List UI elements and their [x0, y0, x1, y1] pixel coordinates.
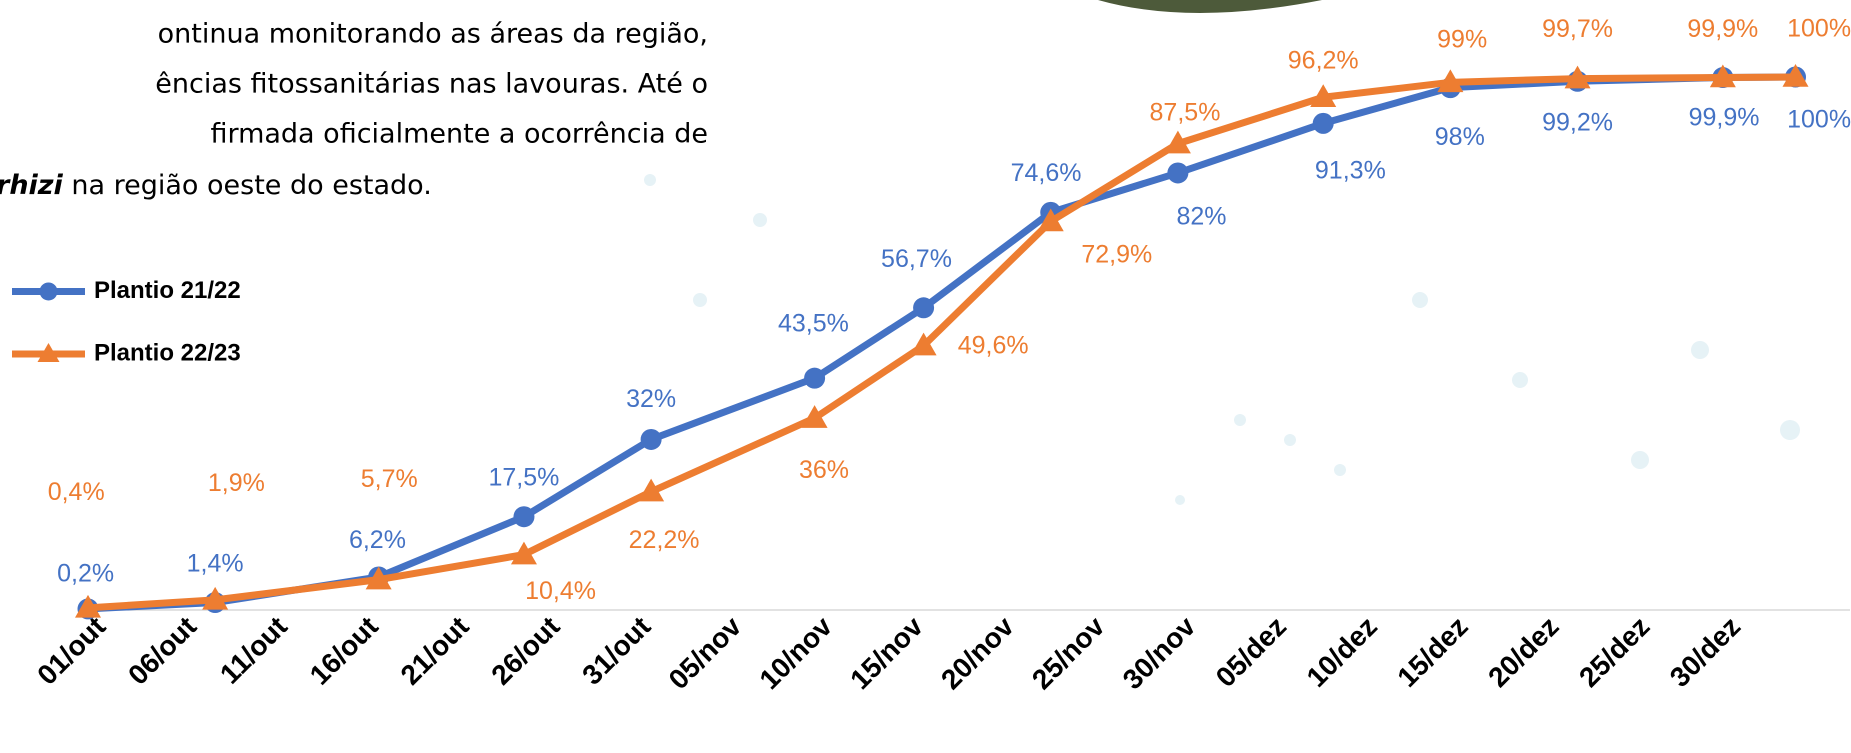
paragraph-line: ontinua monitorando as áreas da região, [158, 19, 708, 50]
x-tick-label: 01/out [31, 611, 111, 691]
value-label: 91,3% [1315, 156, 1386, 184]
series-line [88, 77, 1796, 609]
x-tick-label: 16/out [304, 611, 384, 691]
value-label: 32% [626, 385, 676, 413]
value-label: 56,7% [881, 245, 952, 273]
legend-label: Plantio 22/23 [94, 339, 241, 366]
value-label: 99,7% [1542, 15, 1613, 43]
legend-marker [40, 282, 58, 300]
value-label: 96,2% [1288, 46, 1359, 74]
point [641, 429, 662, 450]
x-tick-label: 15/nov [844, 610, 929, 695]
x-tick-label: 05/nov [663, 610, 748, 695]
value-label: 99,9% [1689, 103, 1760, 131]
value-label: 82% [1176, 202, 1226, 230]
chart: ontinua monitorando as áreas da região, … [0, 0, 1851, 753]
x-tick-label: 15/dez [1391, 611, 1473, 693]
value-label: 0,4% [48, 478, 105, 506]
value-label: 72,9% [1081, 240, 1152, 268]
value-label: 100% [1787, 105, 1851, 133]
x-tick-label: 20/dez [1482, 611, 1564, 693]
x-tick-label: 10/dez [1301, 611, 1383, 693]
series-line [88, 77, 1796, 608]
point [804, 368, 825, 389]
value-label: 99,2% [1542, 108, 1613, 136]
x-tick-label: 06/out [122, 611, 202, 691]
x-tick-label: 30/nov [1117, 610, 1202, 695]
paragraph-line: rhizi na região oeste do estado. [0, 170, 432, 201]
photo-fragment [1098, 0, 1322, 13]
x-tick-label: 05/dez [1210, 611, 1292, 693]
value-label: 87,5% [1150, 99, 1221, 127]
value-label: 10,4% [525, 577, 596, 605]
value-label: 0,2% [57, 559, 114, 587]
paragraph: ontinua monitorando as áreas da região, … [0, 19, 708, 201]
point [1167, 162, 1188, 183]
paragraph-text: na região oeste do estado. [63, 170, 432, 201]
value-label: 6,2% [349, 526, 406, 554]
point [513, 506, 534, 527]
x-tick-label: 20/nov [935, 610, 1020, 695]
series: 0,4% 1,9% 5,7% 10,4% 22,2% 36% 49,6% 72,9% 87,5%… [48, 14, 1851, 617]
value-label: 17,5% [489, 464, 560, 492]
paragraph-line: firmada oficialmente a ocorrência de [210, 119, 708, 150]
value-label: 98% [1435, 123, 1485, 151]
x-tick-label: 26/out [485, 611, 565, 691]
x-tick-label: 21/out [395, 611, 475, 691]
value-label: 43,5% [778, 310, 849, 338]
value-label: 1,9% [208, 469, 265, 497]
value-label: 99,9% [1687, 15, 1758, 43]
paragraph-emphasis: rhizi [0, 170, 64, 201]
value-label: 22,2% [629, 526, 700, 554]
value-label: 1,4% [187, 549, 244, 577]
point [1313, 113, 1334, 134]
x-tick-label: 25/nov [1026, 610, 1111, 695]
value-label: 49,6% [958, 331, 1029, 359]
value-label: 74,6% [1011, 159, 1082, 187]
x-tick-label: 25/dez [1573, 611, 1655, 693]
x-tick-label: 10/nov [753, 610, 838, 695]
value-label: 36% [799, 456, 849, 484]
value-label: 100% [1787, 14, 1851, 42]
value-label: 99% [1437, 26, 1487, 54]
point [913, 297, 934, 318]
page: {"paragraph": {"lines": ["ontinua monito… [0, 0, 1851, 753]
x-tick-label: 30/dez [1664, 611, 1746, 693]
x-tick-label: 31/out [576, 611, 656, 691]
x-tick-label: 11/out [214, 611, 293, 690]
value-label: 5,7% [361, 465, 418, 493]
legend-label: Plantio 21/22 [94, 277, 241, 304]
paragraph-line: ências fitossanitárias nas lavouras. Até… [155, 69, 708, 100]
